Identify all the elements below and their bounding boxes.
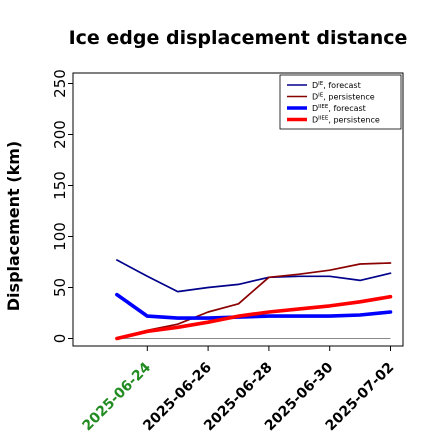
series-line-1	[116, 259, 392, 293]
chart-title: Ice edge displacement distance	[69, 27, 408, 49]
y-tick-label: 50	[51, 278, 69, 297]
legend-entry: DIIEE, forecast	[312, 104, 366, 113]
y-tick-label: 200	[51, 120, 69, 149]
series-line-2	[116, 262, 392, 340]
series-line-4	[115, 294, 393, 341]
y-tick-label: 150	[51, 171, 69, 200]
y-tick-label: 100	[51, 222, 69, 251]
series-layer	[115, 259, 393, 341]
y-ticks: 0 50 100 150 200 250	[51, 69, 73, 343]
legend-entry: DIE, persistence	[312, 93, 375, 102]
y-tick-label: 250	[51, 69, 69, 98]
legend: DIE, forecast DIE, persistence DIIEE, fore…	[279, 74, 402, 130]
series-line-3	[115, 292, 393, 320]
plot-frame	[72, 72, 404, 347]
legend-entry: DIE, forecast	[312, 81, 361, 90]
x-ticks: 2025-06-242025-06-262025-06-282025-06-30…	[79, 346, 397, 434]
legend-entry: DIIEE, persistence	[312, 116, 380, 125]
y-axis-label: Displacement (km)	[4, 141, 23, 311]
y-tick-label: 0	[51, 334, 69, 344]
